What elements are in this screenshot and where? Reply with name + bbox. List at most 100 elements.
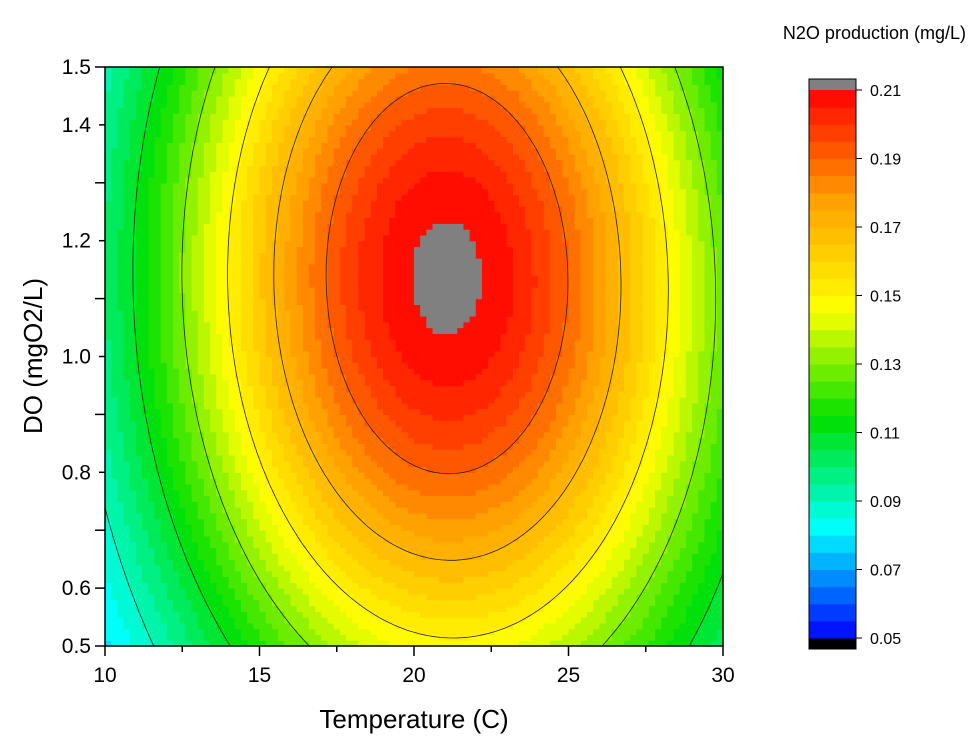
heatmap-cell	[160, 634, 168, 641]
heatmap-cell	[117, 339, 125, 346]
heatmap-cell	[383, 246, 390, 253]
heatmap-cell	[191, 535, 199, 543]
heatmap-cell	[302, 420, 310, 427]
heatmap-cell	[135, 495, 143, 502]
heatmap-cell	[117, 634, 125, 641]
heatmap-cell	[370, 593, 378, 601]
heatmap-cell	[117, 605, 125, 612]
heatmap-cell	[228, 460, 236, 468]
heatmap-cell	[154, 95, 162, 103]
heatmap-cell	[339, 402, 347, 410]
heatmap-cell	[154, 564, 162, 572]
heatmap-cell	[160, 136, 168, 143]
heatmap-cell	[247, 246, 254, 253]
heatmap-cell	[308, 368, 316, 375]
heatmap-cell	[123, 339, 131, 346]
heatmap-cell	[135, 588, 143, 595]
heatmap-cell	[395, 605, 403, 612]
heatmap-cell	[240, 449, 248, 456]
heatmap-cell	[123, 443, 131, 450]
heatmap-cell	[228, 333, 236, 340]
heatmap-cell	[253, 252, 261, 259]
heatmap-cell	[401, 454, 409, 462]
heatmap-cell	[117, 622, 125, 630]
heatmap-cell	[278, 443, 285, 450]
heatmap-cell	[284, 205, 291, 213]
heatmap-cell	[383, 339, 390, 346]
heatmap-cell	[216, 78, 224, 85]
heatmap-cell	[216, 478, 224, 485]
heatmap-cell	[148, 153, 156, 161]
heatmap-cell	[333, 153, 341, 161]
heatmap-cell	[346, 524, 353, 531]
heatmap-cell	[265, 252, 273, 259]
heatmap-cell	[197, 177, 205, 184]
heatmap-cell	[135, 379, 143, 387]
heatmap-cell	[339, 298, 347, 305]
heatmap-cell	[111, 593, 118, 601]
heatmap-cell	[166, 258, 174, 265]
heatmap-cell	[179, 72, 186, 80]
heatmap-cell	[135, 229, 143, 236]
heatmap-cell	[395, 628, 403, 636]
heatmap-cell	[358, 483, 366, 491]
heatmap-cell	[302, 385, 310, 392]
heatmap-cell	[191, 541, 199, 549]
heatmap-cell	[111, 437, 118, 444]
heatmap-cell	[352, 205, 359, 213]
heatmap-cell	[284, 414, 291, 421]
heatmap-cell	[389, 344, 397, 352]
heatmap-cell	[160, 200, 168, 207]
heatmap-cell	[352, 582, 359, 589]
heatmap-cell	[172, 437, 180, 444]
heatmap-cell	[247, 530, 254, 537]
heatmap-cell	[327, 84, 335, 91]
heatmap-cell	[407, 130, 415, 138]
heatmap-cell	[210, 310, 217, 317]
heatmap-cell	[135, 217, 143, 224]
heatmap-cell	[259, 101, 267, 109]
heatmap-cell	[154, 368, 162, 375]
heatmap-cell	[265, 570, 273, 578]
heatmap-cell	[185, 385, 193, 392]
heatmap-cell	[259, 165, 267, 172]
heatmap-cell	[370, 252, 378, 259]
heatmap-cell	[308, 518, 316, 526]
heatmap-cell	[401, 298, 409, 305]
heatmap-cell	[407, 605, 415, 612]
heatmap-cell	[222, 501, 230, 508]
heatmap-cell	[407, 588, 415, 595]
heatmap-cell	[333, 217, 341, 224]
heatmap-cell	[135, 130, 143, 138]
heatmap-cell	[166, 281, 174, 288]
heatmap-cell	[228, 229, 236, 236]
heatmap-cell	[228, 304, 236, 311]
heatmap-cell	[228, 344, 236, 352]
heatmap-cell	[339, 501, 347, 508]
heatmap-cell	[166, 321, 174, 329]
heatmap-cell	[346, 165, 353, 172]
heatmap-cell	[364, 67, 372, 74]
heatmap-cell	[296, 72, 304, 80]
heatmap-cell	[327, 90, 335, 97]
heatmap-cell	[179, 344, 186, 352]
heatmap-cell	[148, 397, 156, 404]
heatmap-cell	[179, 449, 186, 456]
heatmap-cell	[117, 460, 125, 468]
heatmap-cell	[339, 310, 347, 317]
heatmap-cell	[129, 391, 137, 398]
heatmap-cell	[290, 229, 298, 236]
heatmap-cell	[154, 136, 162, 143]
heatmap-cell	[290, 223, 298, 230]
heatmap-cell	[389, 205, 397, 213]
heatmap-cell	[191, 194, 199, 201]
heatmap-cell	[278, 507, 285, 514]
heatmap-cell	[389, 501, 397, 508]
heatmap-cell	[160, 142, 168, 149]
heatmap-cell	[210, 420, 217, 427]
heatmap-cell	[290, 564, 298, 572]
heatmap-cell	[376, 113, 384, 120]
heatmap-cell	[234, 281, 242, 288]
heatmap-cell	[352, 350, 359, 358]
heatmap-cell	[339, 119, 347, 126]
